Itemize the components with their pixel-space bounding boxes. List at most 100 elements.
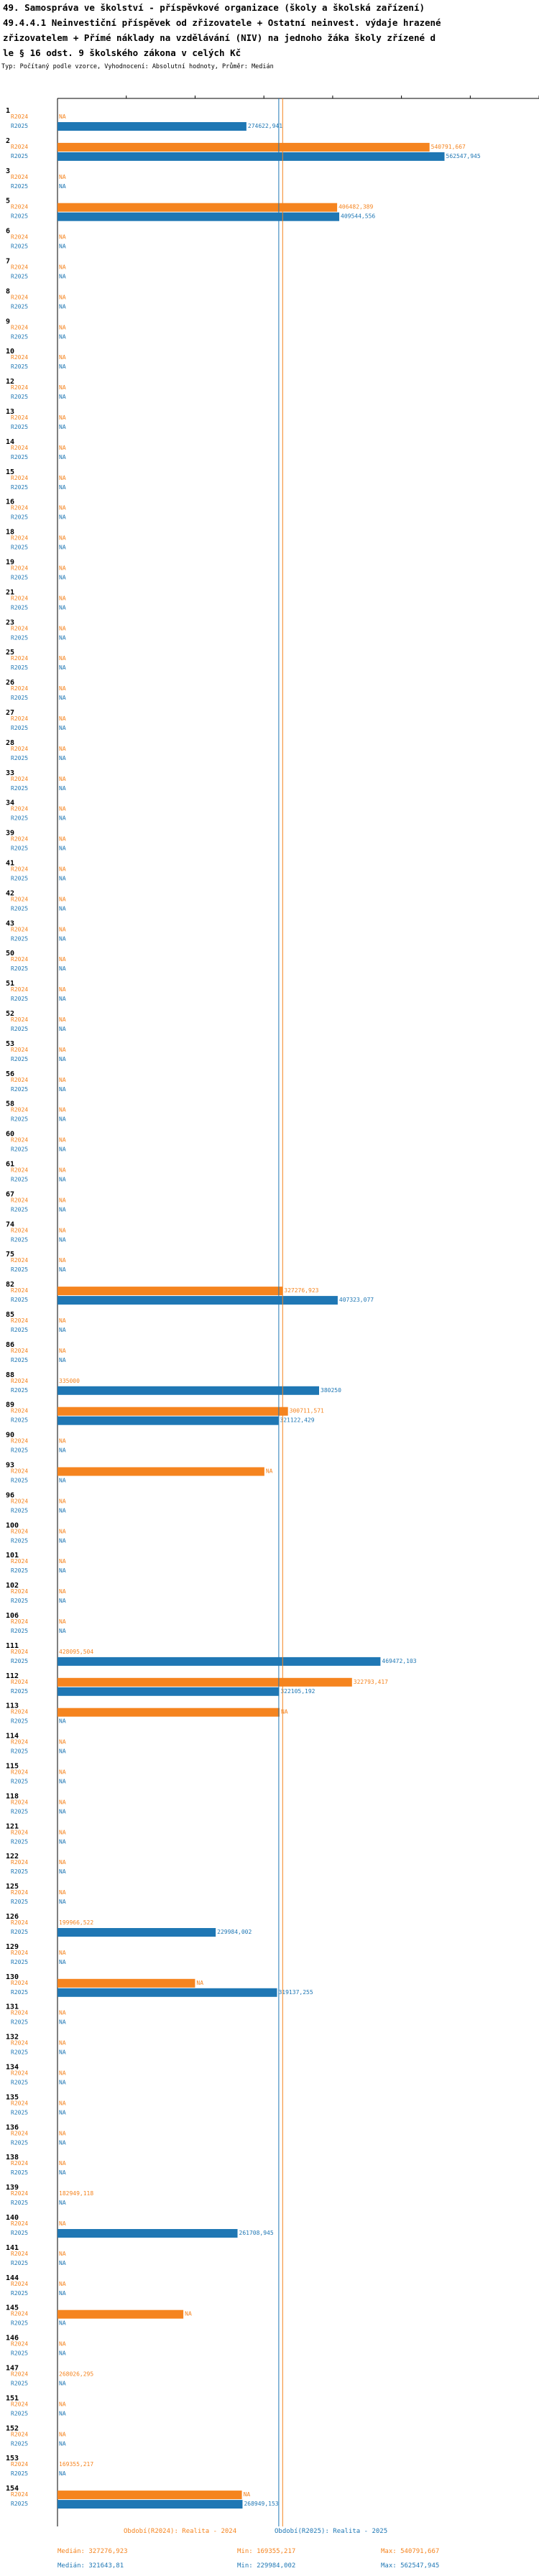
series-label-r2024: R2024: [11, 2040, 28, 2047]
na-label-r2025: NA: [59, 2410, 66, 2417]
na-label-r2024: NA: [59, 746, 66, 752]
bar-r2025: [57, 2500, 243, 2509]
category-label: 131: [6, 2003, 19, 2011]
series-label-r2025: R2025: [11, 604, 28, 611]
series-label-r2024: R2024: [11, 986, 28, 993]
bar-r2025: [57, 1296, 338, 1305]
na-label-r2024: NA: [59, 234, 66, 241]
na-label-r2025: NA: [59, 424, 66, 430]
series-label-r2025: R2025: [11, 2169, 28, 2176]
series-label-r2025: R2025: [11, 1116, 28, 1123]
na-label-r2025: NA: [59, 1447, 66, 1454]
series-label-r2025: R2025: [11, 454, 28, 460]
na-label-r2025: NA: [59, 634, 66, 641]
na-label-r2025: NA: [59, 575, 66, 581]
series-label-r2024: R2024: [11, 174, 28, 180]
series-label-r2025: R2025: [11, 1086, 28, 1093]
category-label: 153: [6, 2455, 19, 2463]
value-label-r2024: NA: [281, 1709, 288, 1715]
value-label-r2025: 319137,255: [278, 1989, 313, 1996]
category-label: 3: [6, 167, 10, 175]
na-label-r2024: NA: [59, 354, 66, 361]
series-label-r2024: R2024: [11, 204, 28, 210]
value-label-r2024: 540791,667: [431, 144, 466, 150]
series-label-r2025: R2025: [11, 996, 28, 1002]
na-label-r2025: NA: [59, 1868, 66, 1875]
category-label: 10: [6, 348, 14, 356]
bar-r2024: [57, 1978, 195, 1988]
na-label-r2024: NA: [59, 2160, 66, 2167]
series-label-r2024: R2024: [11, 1739, 28, 1746]
series-label-r2025: R2025: [11, 1658, 28, 1664]
series-label-r2024: R2024: [11, 445, 28, 451]
series-label-r2025: R2025: [11, 1357, 28, 1363]
series-label-r2024: R2024: [11, 1257, 28, 1264]
na-label-r2024: NA: [59, 1317, 66, 1324]
footer-max-2024: Max: 540791,667: [381, 2548, 440, 2555]
bar-r2025: [57, 1988, 277, 1997]
series-label-r2024: R2024: [11, 2491, 28, 2498]
series-label-r2024: R2024: [11, 113, 28, 120]
series-label-r2024: R2024: [11, 565, 28, 572]
series-label-r2024: R2024: [11, 1679, 28, 1685]
na-label-r2025: NA: [59, 2049, 66, 2056]
series-label-r2025: R2025: [11, 394, 28, 400]
category-label: 34: [6, 800, 14, 807]
category-label: 39: [6, 830, 14, 838]
category-label: 53: [6, 1040, 14, 1048]
na-label-r2024: NA: [59, 806, 66, 812]
na-label-r2024: NA: [59, 1167, 66, 1174]
na-label-r2025: NA: [59, 664, 66, 671]
category-label: 6: [6, 228, 10, 236]
bar-r2025: [57, 1928, 216, 1937]
na-label-r2025: NA: [59, 1056, 66, 1062]
na-label-r2024: NA: [59, 1558, 66, 1565]
series-label-r2024: R2024: [11, 1468, 28, 1475]
series-label-r2024: R2024: [11, 1438, 28, 1445]
category-label: 125: [6, 1883, 19, 1891]
bar-r2024: [57, 1407, 288, 1416]
series-label-r2025: R2025: [11, 1929, 28, 1935]
category-label: 60: [6, 1131, 14, 1139]
category-label: 106: [6, 1612, 19, 1620]
series-label-r2025: R2025: [11, 1056, 28, 1062]
na-label-r2024: NA: [59, 1739, 66, 1746]
category-label: 58: [6, 1101, 14, 1108]
category-label: 136: [6, 2123, 19, 2131]
series-label-r2024: R2024: [11, 2010, 28, 2016]
category-label: 151: [6, 2394, 19, 2402]
bar-r2025: [57, 212, 340, 221]
series-label-r2024: R2024: [11, 2251, 28, 2257]
category-label: 25: [6, 649, 14, 657]
na-label-r2024: 182949,118: [59, 2190, 93, 2197]
na-label-r2024: NA: [59, 1137, 66, 1144]
na-label-r2025: NA: [59, 1838, 66, 1845]
bar-r2024: [57, 203, 338, 212]
category-label: 88: [6, 1371, 14, 1379]
series-label-r2024: R2024: [11, 2281, 28, 2287]
na-label-r2025: NA: [59, 1748, 66, 1755]
series-label-r2025: R2025: [11, 785, 28, 792]
category-label: 139: [6, 2184, 19, 2192]
na-label-r2024: 199966,522: [59, 1919, 93, 1926]
category-label: 52: [6, 1010, 14, 1018]
series-label-r2025: R2025: [11, 363, 28, 370]
series-label-r2025: R2025: [11, 244, 28, 250]
bar-r2024: [57, 1467, 264, 1476]
category-label: 61: [6, 1161, 14, 1169]
na-label-r2024: NA: [59, 926, 66, 932]
series-label-r2024: R2024: [11, 776, 28, 782]
category-label: 74: [6, 1220, 14, 1228]
series-label-r2024: R2024: [11, 1047, 28, 1053]
series-label-r2025: R2025: [11, 2109, 28, 2116]
category-label: 56: [6, 1070, 14, 1078]
value-label-r2025: 407323,077: [339, 1297, 374, 1303]
na-label-r2024: NA: [59, 445, 66, 451]
value-label-r2024: NA: [196, 1980, 203, 1986]
series-label-r2024: R2024: [11, 836, 28, 843]
na-label-r2024: NA: [59, 1829, 66, 1835]
na-label-r2024: NA: [59, 595, 66, 601]
series-label-r2024: R2024: [11, 685, 28, 692]
series-label-r2024: R2024: [11, 535, 28, 542]
series-label-r2024: R2024: [11, 1408, 28, 1414]
